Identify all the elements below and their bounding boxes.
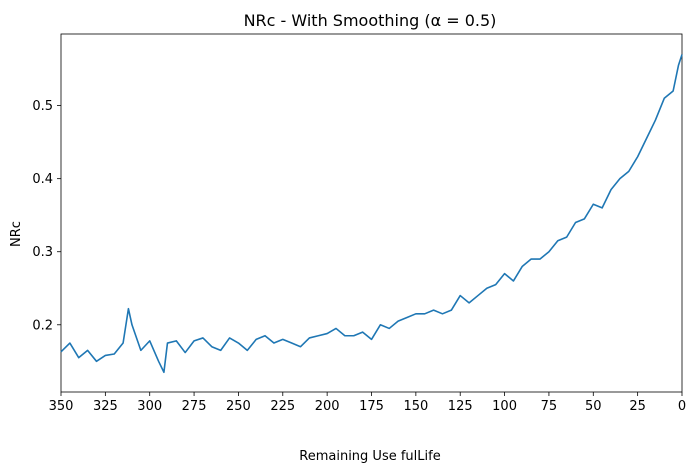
- x-tick-label: 350: [49, 399, 74, 414]
- x-tick-label: 300: [137, 399, 162, 414]
- chart-title: NRc - With Smoothing (α = 0.5): [244, 11, 497, 30]
- x-tick-label: 0: [678, 399, 686, 414]
- plot-area: [60, 33, 683, 393]
- y-axis-label: NRc: [9, 221, 24, 247]
- x-tick-label: 25: [629, 399, 646, 414]
- y-axis: 0.2 0.3 0.4 0.5: [32, 99, 61, 333]
- x-tick-label: 100: [492, 399, 517, 414]
- x-tick-label: 50: [585, 399, 602, 414]
- x-tick-label: 175: [359, 399, 384, 414]
- x-tick-label: 250: [226, 399, 251, 414]
- x-tick-label: 125: [448, 399, 473, 414]
- x-tick-label: 225: [270, 399, 295, 414]
- x-axis-label: Remaining Use fulLife: [299, 449, 440, 464]
- series-line-0: [60, 54, 683, 374]
- y-tick-label: 0.4: [32, 172, 53, 187]
- y-tick-label: 0.3: [32, 245, 53, 260]
- x-axis: 350 325 300 275 250 225 200 175 150 125 100 75 50 25 0: [49, 392, 686, 414]
- x-tick-label: 75: [541, 399, 558, 414]
- x-tick-label: 200: [315, 399, 340, 414]
- y-tick-label: 0.2: [32, 318, 53, 333]
- x-tick-label: 150: [403, 399, 428, 414]
- x-tick-label: 325: [93, 399, 118, 414]
- y-tick-label: 0.5: [32, 99, 53, 114]
- x-tick-label: 275: [182, 399, 207, 414]
